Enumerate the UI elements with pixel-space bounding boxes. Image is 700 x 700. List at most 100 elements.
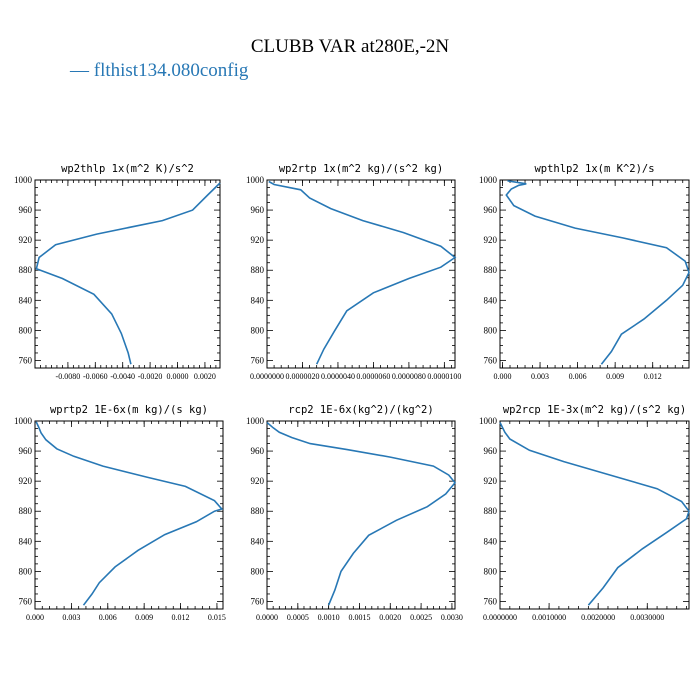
y-tick-label: 800 [484, 325, 498, 335]
plot-frame [266, 420, 456, 610]
x-tick-label: 0.0000000 [250, 372, 284, 381]
x-tick-label: 0.0020 [194, 372, 216, 381]
y-tick-label: 800 [251, 325, 265, 335]
y-tick-label: 1000 [479, 175, 498, 185]
y-tick-label: 800 [19, 566, 33, 576]
x-tick-label: 0.0000000 [483, 613, 517, 622]
y-tick-label: 760 [19, 355, 33, 365]
y-tick-label: 1000 [14, 175, 33, 185]
plot-frame [34, 420, 224, 610]
y-tick-label: 960 [251, 205, 265, 215]
panel-title: rcp2 1E-6x(kg^2)/(kg^2) [288, 404, 433, 416]
chart-panel-6: wp2rcp 1E-3x(m^2 kg)/(s^2 kg) 760 800 840 88… [479, 404, 690, 622]
series-line [268, 180, 457, 365]
x-tick-label: 0.0000 [167, 372, 189, 381]
chart-panel-1: wp2thlp 1x(m^2 K)/s^2 760 800 840 880 920 960 1… [14, 163, 221, 381]
chart-panel-4: wprtp2 1E-6x(m kg)/(s kg) 760 800 840 880 920… [14, 404, 226, 622]
x-tick-label: 0.0000100 [427, 372, 461, 381]
x-tick-label: 0.0025 [410, 613, 432, 622]
x-tick-label: 0.0030 [441, 613, 463, 622]
y-tick-label: 760 [251, 596, 265, 606]
x-tick-label: 0.015 [208, 613, 226, 622]
plot-frame [266, 179, 456, 369]
series-line [505, 180, 690, 365]
y-tick-label: 1000 [14, 416, 33, 426]
x-tick-label: 0.006 [99, 613, 117, 622]
plot-frame [499, 179, 690, 369]
x-tick-label: 0.0010000 [532, 613, 566, 622]
y-tick-label: 840 [484, 536, 498, 546]
y-tick-label: 920 [19, 235, 33, 245]
x-tick-label: 0.0000020 [285, 372, 319, 381]
y-tick-label: 840 [19, 295, 33, 305]
y-tick-label: 920 [251, 476, 265, 486]
x-tick-label: 0.000 [26, 613, 44, 622]
y-tick-label: 880 [19, 506, 33, 516]
x-tick-label: 0.0015 [348, 613, 370, 622]
series-line [266, 421, 457, 606]
chart-panel-2: wp2rtp 1x(m^2 kg)/(s^2 kg) 760 800 840 880 92… [246, 163, 461, 381]
x-tick-label: -0.0040 [110, 372, 135, 381]
chart-panel-5: rcp2 1E-6x(kg^2)/(kg^2) 760 800 840 880 920 96… [246, 404, 463, 622]
x-tick-label: 0.0010 [318, 613, 340, 622]
x-tick-label: 0.006 [569, 372, 587, 381]
x-tick-label: -0.0080 [56, 372, 81, 381]
x-tick-label: 0.000 [494, 372, 512, 381]
x-tick-label: -0.0060 [83, 372, 108, 381]
y-tick-label: 920 [19, 476, 33, 486]
x-tick-label: 0.0005 [287, 613, 309, 622]
y-tick-label: 960 [251, 446, 265, 456]
y-tick-label: 880 [251, 265, 265, 275]
x-tick-label: 0.0000080 [392, 372, 426, 381]
series-line [35, 182, 221, 365]
y-tick-label: 800 [251, 566, 265, 576]
x-tick-label: 0.0000060 [356, 372, 390, 381]
x-tick-label: 0.009 [135, 613, 153, 622]
y-tick-label: 920 [251, 235, 265, 245]
y-tick-label: 880 [19, 265, 33, 275]
x-tick-label: 0.0020 [379, 613, 401, 622]
x-tick-label: 0.003 [531, 372, 549, 381]
plot-frame [499, 420, 690, 610]
chart-panel-3: wpthlp2 1x(m K^2)/s 760 800 840 880 920 960 100… [479, 163, 690, 381]
y-tick-label: 760 [484, 355, 498, 365]
y-tick-label: 840 [19, 536, 33, 546]
series-line [35, 421, 224, 606]
y-tick-label: 920 [484, 476, 498, 486]
y-tick-label: 840 [251, 295, 265, 305]
y-tick-label: 880 [484, 265, 498, 275]
panel-title: wp2thlp 1x(m^2 K)/s^2 [61, 163, 194, 175]
y-tick-label: 880 [251, 506, 265, 516]
y-tick-label: 1000 [479, 416, 498, 426]
x-tick-label: 0.0020000 [581, 613, 615, 622]
x-tick-label: 0.003 [62, 613, 80, 622]
y-tick-label: 1000 [246, 175, 265, 185]
y-tick-label: 920 [484, 235, 498, 245]
panel-title: wprtp2 1E-6x(m kg)/(s kg) [50, 404, 208, 416]
y-tick-label: 960 [19, 205, 33, 215]
y-tick-label: 840 [251, 536, 265, 546]
y-tick-label: 960 [484, 446, 498, 456]
panel-title: wpthlp2 1x(m K^2)/s [534, 163, 654, 175]
x-tick-label: 0.012 [644, 372, 662, 381]
x-tick-label: 0.009 [606, 372, 624, 381]
y-tick-label: 800 [484, 566, 498, 576]
x-tick-label: 0.0030000 [630, 613, 664, 622]
x-tick-label: 0.0000040 [321, 372, 355, 381]
y-tick-label: 800 [19, 325, 33, 335]
legend-entry: — flthist134.080config [70, 60, 249, 81]
y-tick-label: 760 [484, 596, 498, 606]
panel-title: wp2rtp 1x(m^2 kg)/(s^2 kg) [279, 163, 443, 175]
plot-frame [34, 179, 221, 369]
y-tick-label: 760 [19, 596, 33, 606]
x-tick-label: -0.0020 [138, 372, 163, 381]
x-tick-label: 0.0000 [256, 613, 278, 622]
x-tick-label: 0.012 [172, 613, 190, 622]
series-line [499, 422, 690, 606]
y-tick-label: 1000 [246, 416, 265, 426]
page-title: CLUBB VAR at280E,-2N [250, 36, 450, 57]
y-tick-label: 760 [251, 355, 265, 365]
y-tick-label: 840 [484, 295, 498, 305]
y-tick-label: 960 [19, 446, 33, 456]
